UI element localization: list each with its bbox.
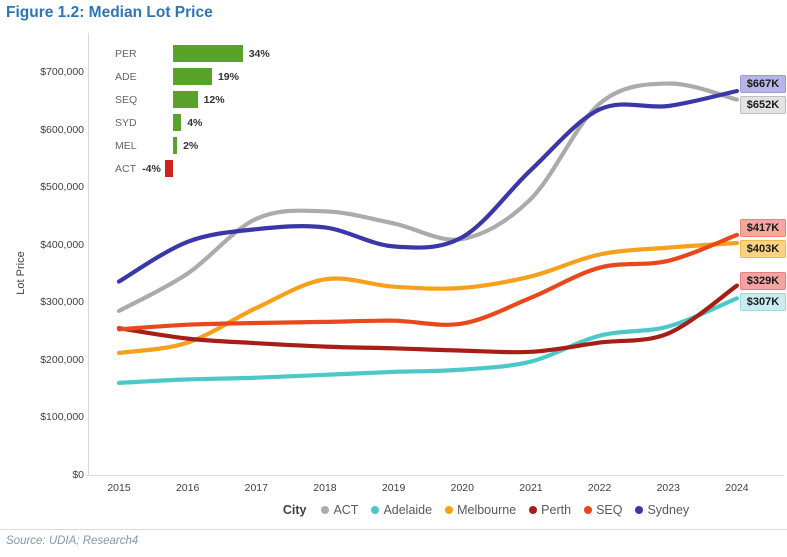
legend-item-act[interactable]: ACT xyxy=(321,503,358,517)
end-label-seq: $417K xyxy=(740,218,786,237)
x-tick-label: 2020 xyxy=(450,482,474,494)
series-line-sydney xyxy=(116,88,739,284)
series-line-melbourne xyxy=(116,240,739,356)
inset-value-mel: 2% xyxy=(183,139,199,152)
inset-category-ade: ADE xyxy=(115,70,137,83)
inset-bar-syd xyxy=(173,114,182,131)
series-line-perth xyxy=(116,283,739,355)
inset-value-ade: 19% xyxy=(217,70,239,83)
legend-dot-act xyxy=(321,506,330,514)
legend-title: City xyxy=(282,503,307,517)
legend-label: SEQ xyxy=(596,503,623,517)
y-tick-label: $100,000 xyxy=(40,411,84,424)
y-tick-label: $600,000 xyxy=(40,123,84,136)
growth-inset-bar-chart: PER 34% ADE 19% SEQ 12% SYD 4% MEL 2% ACT -4% xyxy=(103,40,288,188)
legend-label: ACT xyxy=(333,503,359,517)
end-label-act: $652K xyxy=(740,96,786,115)
inset-value-seq: 12% xyxy=(203,93,225,106)
legend-label: Adelaide xyxy=(383,503,433,517)
legend-dot-melbourne xyxy=(445,506,454,514)
inset-category-per: PER xyxy=(115,47,137,60)
y-axis-line xyxy=(88,33,89,475)
inset-bar-per xyxy=(173,45,243,62)
y-tick-label: $500,000 xyxy=(40,181,84,194)
y-tick-label: $200,000 xyxy=(40,353,84,366)
end-label-sydney: $667K xyxy=(740,75,786,94)
legend-dot-perth xyxy=(529,506,538,514)
inset-value-per: 34% xyxy=(248,47,270,60)
series-line-seq xyxy=(116,232,739,332)
legend-label: Perth xyxy=(541,503,572,517)
x-tick-label: 2018 xyxy=(313,482,337,494)
x-tick-label: 2015 xyxy=(107,482,131,494)
x-tick-label: 2016 xyxy=(175,482,200,494)
x-tick-label: 2023 xyxy=(656,482,680,494)
y-tick-label: $0 xyxy=(72,469,84,481)
inset-category-mel: MEL xyxy=(115,139,137,152)
end-label-perth: $329K xyxy=(740,271,786,290)
series-line-adelaide xyxy=(116,296,739,385)
inset-bar-act xyxy=(164,160,173,177)
inset-value-syd: 4% xyxy=(187,116,203,129)
legend: City ACT Adelaide Melbourne Perth SEQ Sydney xyxy=(185,503,787,517)
legend-item-seq[interactable]: SEQ xyxy=(584,503,622,517)
legend-label: Melbourne xyxy=(457,503,517,517)
legend-dot-adelaide xyxy=(371,506,380,514)
y-tick-label: $700,000 xyxy=(40,66,84,78)
legend-dot-seq xyxy=(584,506,593,514)
inset-category-act: ACT xyxy=(115,162,136,175)
footer-divider xyxy=(0,529,787,530)
legend-item-perth[interactable]: Perth xyxy=(529,503,571,517)
end-label-melbourne: $403K xyxy=(740,239,786,258)
source-note: Source: UDIA; Research4 xyxy=(6,535,139,547)
x-axis-line xyxy=(86,475,784,476)
legend-dot-sydney xyxy=(635,506,644,514)
figure-title: Figure 1.2: Median Lot Price xyxy=(6,4,213,21)
legend-items: ACT Adelaide Melbourne Perth SEQ Sydney xyxy=(321,503,689,517)
y-tick-label: $400,000 xyxy=(40,238,84,251)
x-tick-label: 2021 xyxy=(519,482,543,494)
inset-category-syd: SYD xyxy=(115,116,137,129)
legend-item-sydney[interactable]: Sydney xyxy=(635,503,689,517)
x-tick-label: 2019 xyxy=(381,482,406,494)
inset-bar-ade xyxy=(173,68,212,85)
legend-item-adelaide[interactable]: Adelaide xyxy=(371,503,432,517)
legend-label: Sydney xyxy=(647,503,690,517)
legend-item-melbourne[interactable]: Melbourne xyxy=(445,503,516,517)
x-tick-label: 2022 xyxy=(587,482,612,494)
x-tick-label: 2024 xyxy=(725,482,749,494)
inset-bar-mel xyxy=(173,137,178,154)
series-line-act xyxy=(116,81,739,314)
end-label-adelaide: $307K xyxy=(740,292,786,311)
x-tick-label: 2017 xyxy=(244,482,268,494)
y-tick-label: $300,000 xyxy=(40,296,84,309)
inset-value-act: -4% xyxy=(142,162,161,175)
inset-category-seq: SEQ xyxy=(115,93,138,106)
inset-bar-seq xyxy=(173,91,198,108)
